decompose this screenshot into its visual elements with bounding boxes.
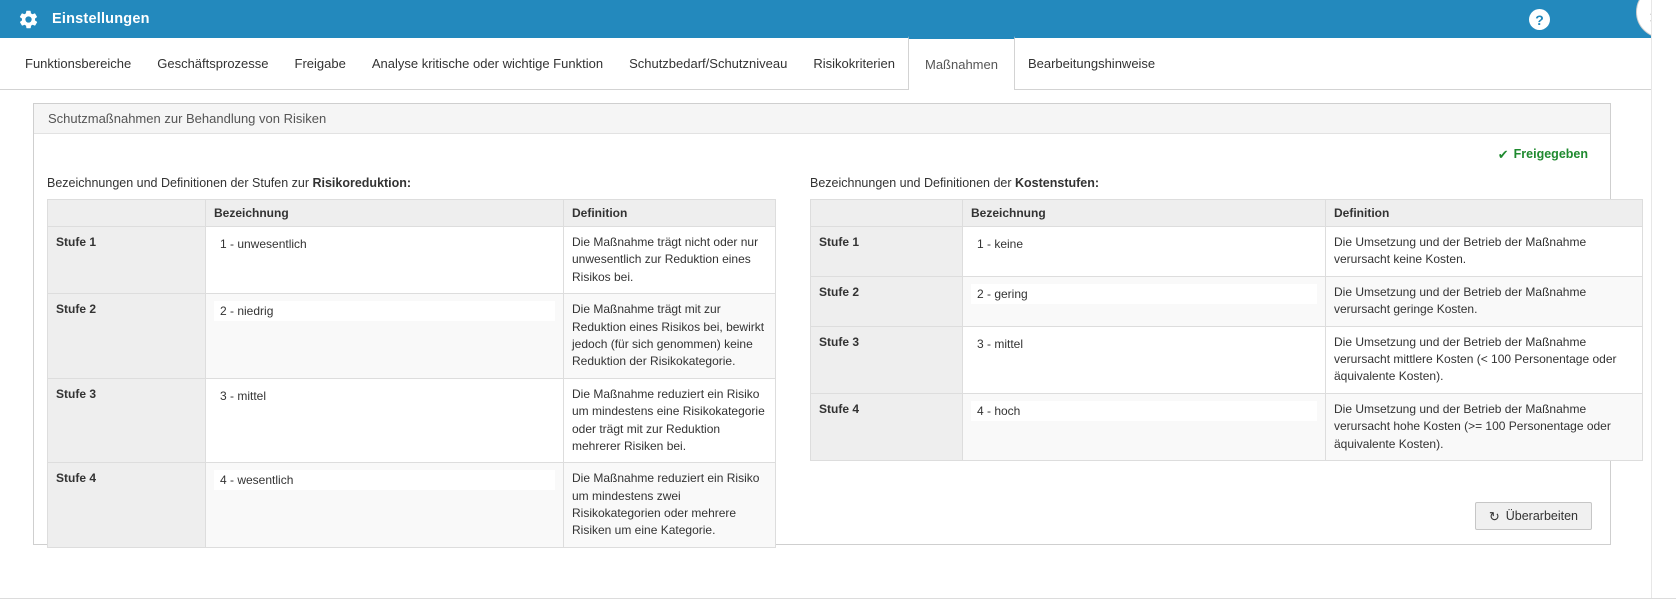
row-bezeichnung-cell <box>962 275 1326 327</box>
app-title: Einstellungen <box>52 11 150 27</box>
row-definition: Die Maßnahme trägt mit zur Reduktion ein… <box>563 293 776 379</box>
bezeichnung-input[interactable] <box>214 234 555 254</box>
window-titlebar: Einstellungen ? <box>0 0 1651 38</box>
col-header-stufe <box>810 199 963 227</box>
kostenstufen-caption: Bezeichnungen und Definitionen der Koste… <box>810 176 1572 190</box>
tab-bearbeitungshinweise[interactable]: Bearbeitungshinweise <box>1027 56 1156 71</box>
row-bezeichnung-cell <box>962 392 1326 461</box>
row-stufe-label: Stufe 2 <box>47 293 206 379</box>
content-frame: Schutzmaßnahmen zur Behandlung von Risik… <box>33 103 1643 548</box>
risikoreduktion-section: Bezeichnungen und Definitionen der Stufe… <box>47 176 789 548</box>
page-title: Schutzmaßnahmen zur Behandlung von Risik… <box>48 111 327 126</box>
row-definition: Die Umsetzung und der Betrieb der Maßnah… <box>1325 275 1643 327</box>
row-bezeichnung-cell <box>205 377 564 464</box>
table-row: Stufe 3 Die Umsetzung und der Betrieb de… <box>810 325 1643 394</box>
row-stufe-label: Stufe 3 <box>47 377 206 464</box>
check-icon: ✔ <box>1497 146 1509 162</box>
caption-prefix: Bezeichnungen und Definitionen der Stufe… <box>47 176 313 190</box>
caption-prefix: Bezeichnungen und Definitionen der <box>810 176 1016 190</box>
status-badge: ✔ Freigegeben <box>1498 147 1588 161</box>
bezeichnung-input[interactable] <box>214 385 555 406</box>
revise-button[interactable]: ↻ Überarbeiten <box>1474 502 1592 530</box>
table-row: Stufe 4 Die Maßnahme reduziert ein Risik… <box>47 462 776 548</box>
row-bezeichnung-cell <box>962 325 1326 394</box>
table-row: Stufe 3 Die Maßnahme reduziert ein Risik… <box>47 377 776 464</box>
bezeichnung-input[interactable] <box>971 333 1317 354</box>
refresh-icon: ↻ <box>1488 508 1500 524</box>
table-row: Stufe 1 Die Maßnahme trägt nicht oder nu… <box>47 225 776 295</box>
panel-header: Schutzmaßnahmen zur Behandlung von Risik… <box>34 104 1610 134</box>
table-row: Stufe 2 Die Maßnahme trägt mit zur Reduk… <box>47 293 776 379</box>
bezeichnung-input[interactable] <box>971 400 1317 421</box>
row-definition: Die Maßnahme reduziert ein Risiko um min… <box>563 377 776 464</box>
tables-container: Bezeichnungen und Definitionen der Stufe… <box>34 176 1643 548</box>
kostenstufen-table: Bezeichnung Definition Stufe 1 Die Umset… <box>810 199 1643 461</box>
row-stufe-label: Stufe 4 <box>47 462 206 548</box>
row-definition: Die Umsetzung und der Betrieb der Maßnah… <box>1325 325 1643 394</box>
bezeichnung-input[interactable] <box>214 470 555 491</box>
footer-actions: ↻ Überarbeiten <box>1474 502 1592 530</box>
table-row: Stufe 2 Die Umsetzung und der Betrieb de… <box>810 275 1643 327</box>
table-row: Stufe 4 Die Umsetzung und der Betrieb de… <box>810 392 1643 461</box>
caption-bold: Risikoreduktion: <box>312 176 412 190</box>
row-bezeichnung-cell <box>205 293 564 379</box>
row-stufe-label: Stufe 1 <box>47 225 206 295</box>
col-header-bezeichnung: Bezeichnung <box>962 199 1326 227</box>
row-stufe-label: Stufe 1 <box>810 226 963 277</box>
row-definition: Die Maßnahme reduziert ein Risiko um min… <box>563 462 776 548</box>
tab-analyse-kritische-funktion[interactable]: Analyse kritische oder wichtige Funktion <box>371 56 604 71</box>
row-definition: Die Umsetzung und der Betrieb der Maßnah… <box>1325 392 1643 461</box>
gear-icon <box>17 8 39 30</box>
help-icon[interactable]: ? <box>1529 9 1550 30</box>
table-header-row: Bezeichnung Definition <box>810 199 1643 227</box>
row-stufe-label: Stufe 3 <box>810 325 963 394</box>
table-row: Stufe 1 Die Umsetzung und der Betrieb de… <box>810 226 1643 277</box>
row-stufe-label: Stufe 2 <box>810 275 963 327</box>
tab-funktionsbereiche[interactable]: Funktionsbereiche <box>25 56 132 71</box>
row-bezeichnung-cell <box>962 226 1326 277</box>
row-stufe-label: Stufe 4 <box>810 392 963 461</box>
scroll-gutter[interactable] <box>1651 0 1676 599</box>
bezeichnung-input[interactable] <box>214 301 555 322</box>
risikoreduktion-table: Bezeichnung Definition Stufe 1 Die Maßna… <box>47 199 776 548</box>
kostenstufen-section: Bezeichnungen und Definitionen der Koste… <box>810 176 1643 548</box>
col-header-definition: Definition <box>563 199 776 227</box>
tab-geschaeftsprozesse[interactable]: Geschäftsprozesse <box>157 56 269 71</box>
status-label: Freigegeben <box>1513 147 1588 161</box>
row-definition: Die Umsetzung und der Betrieb der Maßnah… <box>1325 226 1643 277</box>
col-header-stufe <box>47 199 206 227</box>
tab-massnahmen[interactable]: Maßnahmen <box>907 36 1015 90</box>
tab-bar: Funktionsbereiche Geschäftsprozesse Frei… <box>0 36 1651 90</box>
tab-risikokriterien[interactable]: Risikokriterien <box>813 56 895 71</box>
col-header-bezeichnung: Bezeichnung <box>205 199 564 227</box>
row-bezeichnung-cell <box>205 462 564 548</box>
bezeichnung-input[interactable] <box>971 283 1317 304</box>
tab-schutzbedarf[interactable]: Schutzbedarf/Schutzniveau <box>629 56 788 71</box>
tab-freigabe[interactable]: Freigabe <box>294 56 346 71</box>
row-bezeichnung-cell <box>205 225 564 295</box>
col-header-definition: Definition <box>1325 199 1643 227</box>
table-header-row: Bezeichnung Definition <box>47 199 776 227</box>
revise-button-label: Überarbeiten <box>1505 509 1578 523</box>
row-definition: Die Maßnahme trägt nicht oder nur unwese… <box>563 225 776 295</box>
caption-bold: Kostenstufen: <box>1015 176 1100 190</box>
bezeichnung-input[interactable] <box>971 234 1317 254</box>
panel-body: ✔ Freigegeben Bezeichnungen und Definiti… <box>34 134 1643 548</box>
risikoreduktion-caption: Bezeichnungen und Definitionen der Stufe… <box>47 176 789 190</box>
